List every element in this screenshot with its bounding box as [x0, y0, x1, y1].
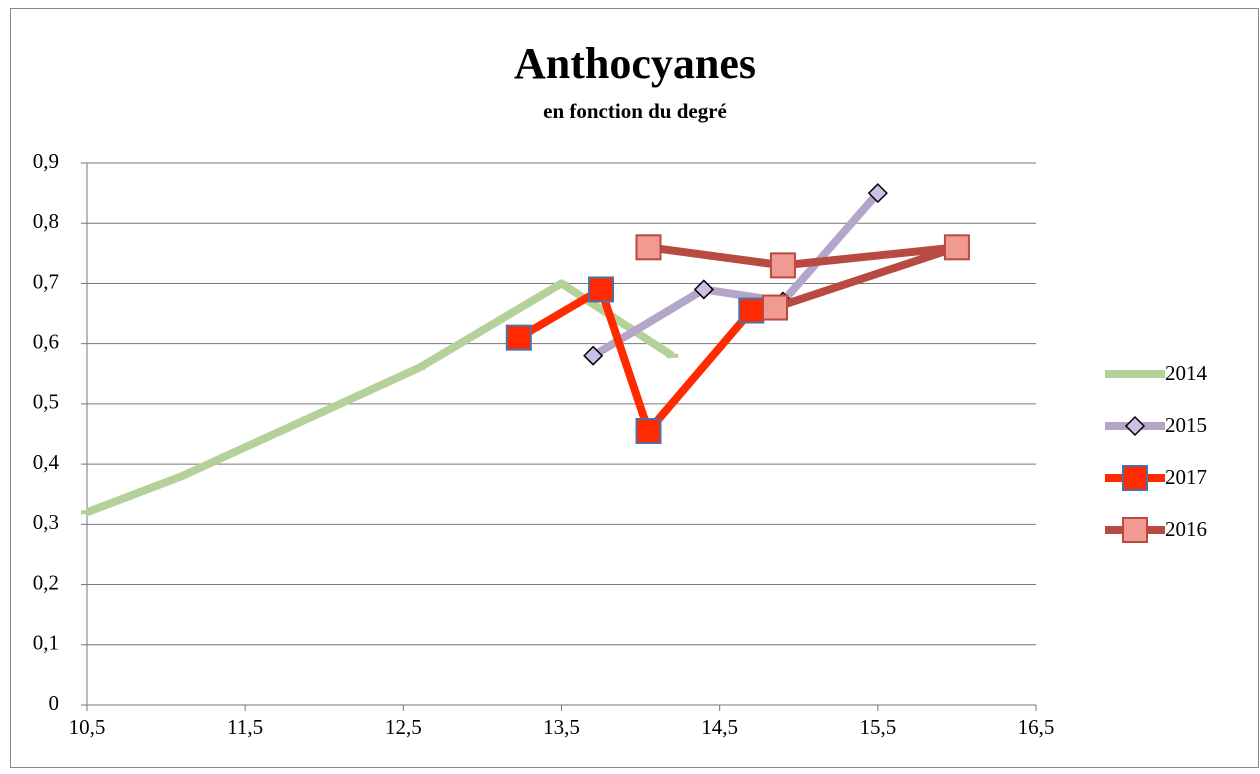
y-tick-label: 0,3 — [33, 510, 59, 534]
y-tick-label: 0,7 — [33, 269, 59, 293]
legend-marker — [1122, 517, 1148, 543]
x-tick-label: 16,5 — [1018, 715, 1055, 739]
legend-label: 2015 — [1165, 413, 1207, 437]
data-point — [635, 234, 662, 261]
x-tick-label: 11,5 — [227, 715, 263, 739]
x-tick-label: 10,5 — [69, 715, 106, 739]
data-point — [583, 345, 604, 366]
legend-label: 2017 — [1165, 465, 1207, 489]
series-line — [516, 285, 755, 435]
y-tick-label: 0,6 — [33, 329, 59, 353]
series-line — [591, 190, 881, 360]
y-tick-label: 0,4 — [33, 450, 60, 474]
y-tick-label: 0,5 — [33, 390, 59, 414]
y-tick-label: 0,8 — [33, 209, 59, 233]
legend-marker — [1124, 415, 1146, 437]
data-point — [588, 276, 615, 303]
series-line — [647, 243, 961, 312]
y-tick-label: 0 — [49, 691, 60, 715]
data-point — [769, 252, 796, 279]
x-tick-label: 15,5 — [859, 715, 896, 739]
data-point — [693, 279, 714, 300]
y-tick-label: 0,2 — [33, 570, 59, 594]
x-tick-label: 13,5 — [543, 715, 580, 739]
legend-label: 2014 — [1165, 361, 1208, 385]
y-tick-label: 0,1 — [33, 631, 59, 655]
chart-title: Anthocyanes — [514, 39, 756, 88]
chart-subtitle: en fonction du degré — [543, 99, 727, 123]
legend-marker — [1122, 465, 1148, 491]
data-point — [762, 294, 789, 321]
data-point — [867, 183, 888, 204]
data-point — [505, 324, 532, 351]
x-tick-label: 12,5 — [385, 715, 422, 739]
data-point — [635, 417, 662, 444]
x-tick-label: 14,5 — [701, 715, 738, 739]
legend-label: 2016 — [1165, 517, 1207, 541]
data-point — [738, 297, 765, 324]
y-tick-label: 0,9 — [33, 149, 59, 173]
data-point — [943, 234, 970, 261]
